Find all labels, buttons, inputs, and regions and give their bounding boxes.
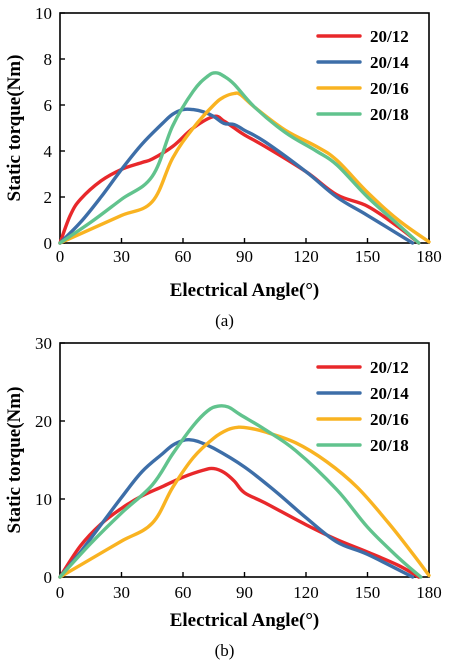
x-tick-label: 150 — [355, 247, 381, 266]
x-tick-label: 120 — [293, 247, 319, 266]
chart-panel-2: 0 30 60 90 120 150 180 0 10 20 30 Electrical Angle(… — [4, 334, 442, 660]
x-tick-label: 150 — [355, 583, 381, 602]
series-line-20-14 — [58, 437, 415, 579]
y-tick-label: 10 — [35, 4, 52, 23]
x-tick-label: 0 — [56, 247, 65, 266]
legend-label: 20/14 — [370, 384, 409, 403]
legend-label: 20/12 — [370, 27, 409, 46]
y-tick-label: 0 — [44, 568, 53, 587]
series-line-20-18 — [58, 404, 423, 579]
y-tick-label: 2 — [44, 188, 53, 207]
chart-panel-1: 0 30 60 90 120 150 180 0 2 4 6 8 10 Electrical Angle(… — [4, 4, 442, 330]
x-tick-label: 60 — [175, 247, 192, 266]
y-tick-label: 30 — [35, 334, 52, 353]
y-axis-title: Static torque(Nm) — [4, 387, 25, 534]
series-line-20-12 — [58, 466, 421, 579]
x-tick-label: 120 — [293, 583, 319, 602]
series-line-20-16 — [58, 425, 431, 579]
legend-label: 20/16 — [370, 79, 409, 98]
legend-label: 20/12 — [370, 358, 409, 377]
plot-frame — [59, 342, 430, 578]
x-axis-title: Electrical Angle(°) — [170, 610, 320, 631]
y-tick-label: 6 — [44, 96, 53, 115]
x-tick-label: 30 — [113, 583, 130, 602]
series-line-20-16 — [58, 91, 431, 245]
legend-label: 20/14 — [370, 53, 409, 72]
x-tick-label: 180 — [416, 247, 442, 266]
panel-caption: (b) — [215, 641, 235, 660]
legend-label: 20/18 — [370, 105, 409, 124]
x-tick-label: 180 — [416, 583, 442, 602]
x-axis-title: Electrical Angle(°) — [170, 280, 320, 301]
x-tick-label: 60 — [175, 583, 192, 602]
series-line-20-14 — [58, 107, 415, 245]
y-tick-label: 20 — [35, 412, 52, 431]
x-tick-label: 0 — [56, 583, 65, 602]
x-tick-label: 90 — [236, 583, 253, 602]
y-tick-label: 8 — [44, 50, 53, 69]
series-line-20-18 — [58, 71, 421, 245]
legend-label: 20/18 — [370, 436, 409, 455]
y-tick-label: 0 — [44, 234, 53, 253]
y-tick-label: 10 — [35, 490, 52, 509]
x-tick-label: 90 — [236, 247, 253, 266]
panel-caption: (a) — [215, 311, 234, 330]
x-tick-label: 30 — [113, 247, 130, 266]
y-tick-label: 4 — [44, 142, 53, 161]
legend-label: 20/16 — [370, 410, 409, 429]
y-axis-title: Static torque(Nm) — [4, 55, 25, 202]
